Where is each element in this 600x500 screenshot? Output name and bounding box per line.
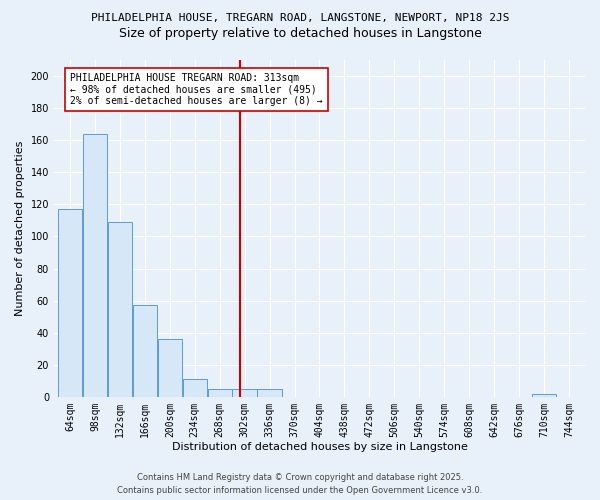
Y-axis label: Number of detached properties: Number of detached properties — [15, 140, 25, 316]
Bar — [158, 339, 182, 397]
Bar — [232, 389, 257, 397]
Text: Size of property relative to detached houses in Langstone: Size of property relative to detached ho… — [119, 28, 481, 40]
Bar — [208, 389, 232, 397]
Bar — [257, 389, 282, 397]
Bar — [182, 379, 207, 397]
X-axis label: Distribution of detached houses by size in Langstone: Distribution of detached houses by size … — [172, 442, 467, 452]
Bar — [83, 134, 107, 397]
Bar — [58, 209, 82, 397]
Bar — [532, 394, 556, 397]
Text: PHILADELPHIA HOUSE TREGARN ROAD: 313sqm
← 98% of detached houses are smaller (49: PHILADELPHIA HOUSE TREGARN ROAD: 313sqm … — [70, 73, 323, 106]
Bar — [133, 306, 157, 397]
Text: PHILADELPHIA HOUSE, TREGARN ROAD, LANGSTONE, NEWPORT, NP18 2JS: PHILADELPHIA HOUSE, TREGARN ROAD, LANGST… — [91, 12, 509, 22]
Text: Contains HM Land Registry data © Crown copyright and database right 2025.
Contai: Contains HM Land Registry data © Crown c… — [118, 474, 482, 495]
Bar — [108, 222, 132, 397]
